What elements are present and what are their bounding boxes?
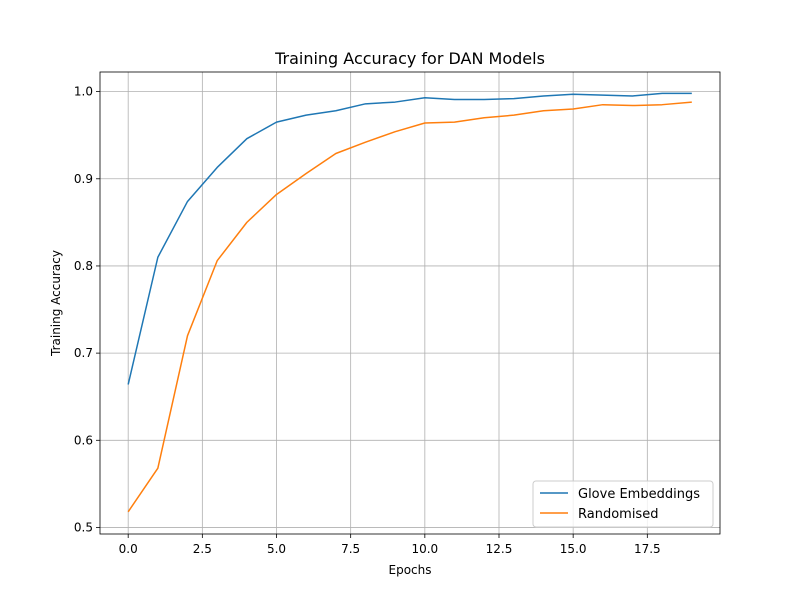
series-line-randomised: [127, 101, 692, 513]
plot-frame: [99, 71, 721, 535]
x-tick-label: 0.0: [119, 542, 138, 556]
x-tick-label: 5.0: [267, 542, 286, 556]
legend: Glove Embeddings Randomised: [532, 480, 714, 528]
y-tick-label: 1.0: [74, 85, 93, 99]
y-tick-label: 0.6: [74, 433, 93, 447]
ticks-layer: 0.0 2.5 5.0 7.5 10.0 12.5 15.0 17.5 0.5 0.6 0.7 0.8…: [74, 85, 661, 556]
legend-label-glove: Glove Embeddings: [578, 487, 700, 502]
axes-layer: [99, 71, 721, 535]
x-tick-label: 10.0: [411, 542, 438, 556]
x-tick-label: 2.5: [193, 542, 212, 556]
y-tick-label: 0.8: [74, 259, 93, 273]
x-axis-label: Epochs: [389, 563, 432, 577]
x-tick-label: 12.5: [486, 542, 513, 556]
y-axis-label: Training Accuracy: [49, 250, 63, 357]
x-tick-label: 15.0: [560, 542, 587, 556]
legend-label-randomised: Randomised: [578, 507, 658, 522]
legend-box: [532, 480, 714, 528]
y-tick-label: 0.7: [74, 346, 93, 360]
y-tick-label: 0.5: [74, 520, 93, 534]
x-tick-label: 17.5: [634, 542, 661, 556]
y-tick-label: 0.9: [74, 172, 93, 186]
chart-title: Training Accuracy for DAN Models: [274, 49, 545, 68]
series-line-glove-embeddings: [127, 92, 692, 385]
series-layer: [127, 92, 692, 513]
x-tick-label: 7.5: [341, 542, 360, 556]
grid-layer: [100, 72, 720, 534]
